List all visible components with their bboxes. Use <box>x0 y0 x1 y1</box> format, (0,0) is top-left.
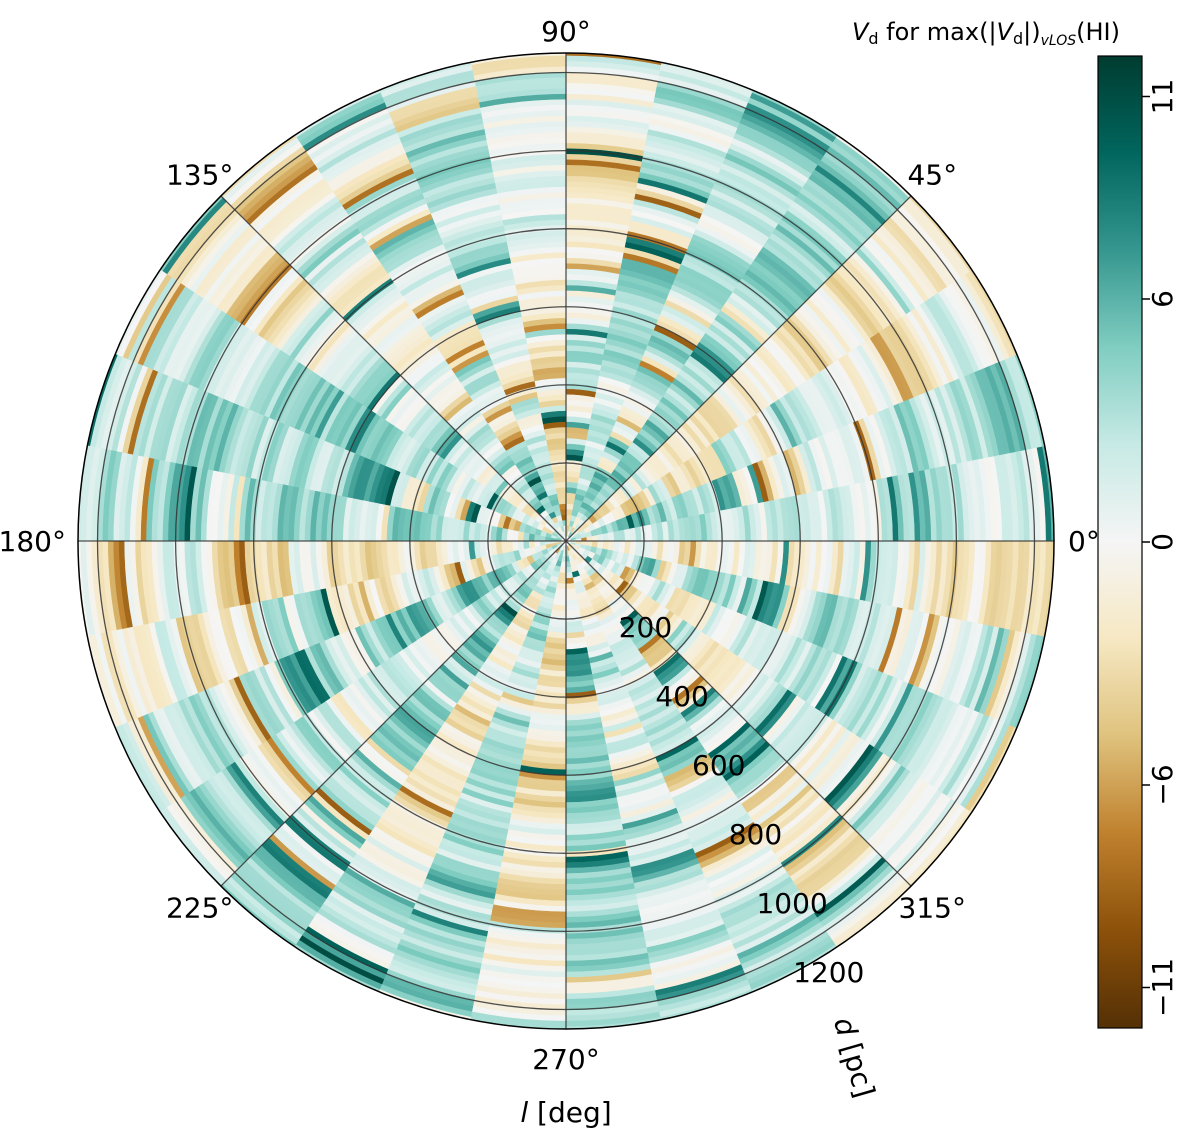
angle-tick-label: 45° <box>907 159 957 192</box>
angle-grid-line <box>220 540 567 887</box>
angle-grid-line <box>220 195 567 542</box>
heatmap-cell <box>539 535 546 542</box>
heatmap-cell <box>597 540 604 549</box>
heatmap-cell <box>565 497 575 505</box>
heatmap-cell <box>558 572 567 579</box>
heatmap-cell <box>522 532 530 542</box>
colorbar-gradient <box>1097 55 1143 1029</box>
colorbar-label: Vd for max(|Vd|)vLOS(HI) <box>852 18 1120 49</box>
heatmap-cell <box>528 533 535 542</box>
radial-tick-label: 800 <box>729 818 782 851</box>
heatmap-cell <box>602 540 610 550</box>
colorbar-ticks: −11 −6 0 6 11 <box>1142 79 1179 1017</box>
heatmap-cell <box>565 508 573 516</box>
colorbar-tick-label: 11 <box>1146 79 1179 115</box>
colorbar-tick-label: −6 <box>1146 764 1179 805</box>
radial-tick-label: 1000 <box>756 887 827 920</box>
heatmap-cell <box>586 540 593 547</box>
radial-tick-labels: 200 400 600 800 1000 1200 <box>619 611 865 989</box>
heatmap-cell <box>560 561 567 568</box>
colorbar-tick-label: 6 <box>1146 290 1179 308</box>
x-axis-label: l [deg] <box>520 1096 611 1129</box>
heatmap-cell <box>533 534 541 542</box>
heatmap-cell <box>565 503 574 510</box>
angle-tick-label: 90° <box>541 15 591 48</box>
radial-tick-label: 400 <box>655 680 708 713</box>
angle-tick-label: 180° <box>0 525 66 558</box>
heatmap-cell <box>557 497 567 505</box>
radial-tick-label: 600 <box>692 749 745 782</box>
heatmap-cell <box>557 577 567 585</box>
angle-tick-label: 315° <box>899 891 966 924</box>
angle-tick-label: 135° <box>166 159 233 192</box>
colorbar: −11 −6 0 6 11 Vd for max(|Vd|)vLOS(HI) <box>852 18 1179 1029</box>
polar-grid <box>78 53 1054 1029</box>
angle-grid-line <box>565 540 912 887</box>
angle-tick-label: 0° <box>1068 525 1100 558</box>
heatmap-cell <box>591 540 599 548</box>
colorbar-tick-label: −11 <box>1146 958 1179 1017</box>
heatmap-cell <box>565 514 572 521</box>
radial-tick-label: 1200 <box>793 956 864 989</box>
angle-grid-line <box>565 195 912 542</box>
radial-tick-label: 200 <box>619 611 672 644</box>
heatmap-cell <box>565 577 575 585</box>
heatmap-cells <box>78 53 1054 1029</box>
heatmap-cell <box>522 540 530 550</box>
angle-tick-labels: 0° 45° 90° 135° 180° 225° 270° 315° <box>0 15 1100 1076</box>
polar-frame <box>77 52 1055 1030</box>
angle-tick-label: 270° <box>532 1043 599 1076</box>
colorbar-tick-label: 0 <box>1146 533 1179 551</box>
angle-tick-label: 225° <box>166 891 233 924</box>
heatmap-cell <box>559 566 567 574</box>
y-axis-label: d [pc] <box>827 1014 881 1102</box>
heatmap-cell <box>602 532 610 542</box>
